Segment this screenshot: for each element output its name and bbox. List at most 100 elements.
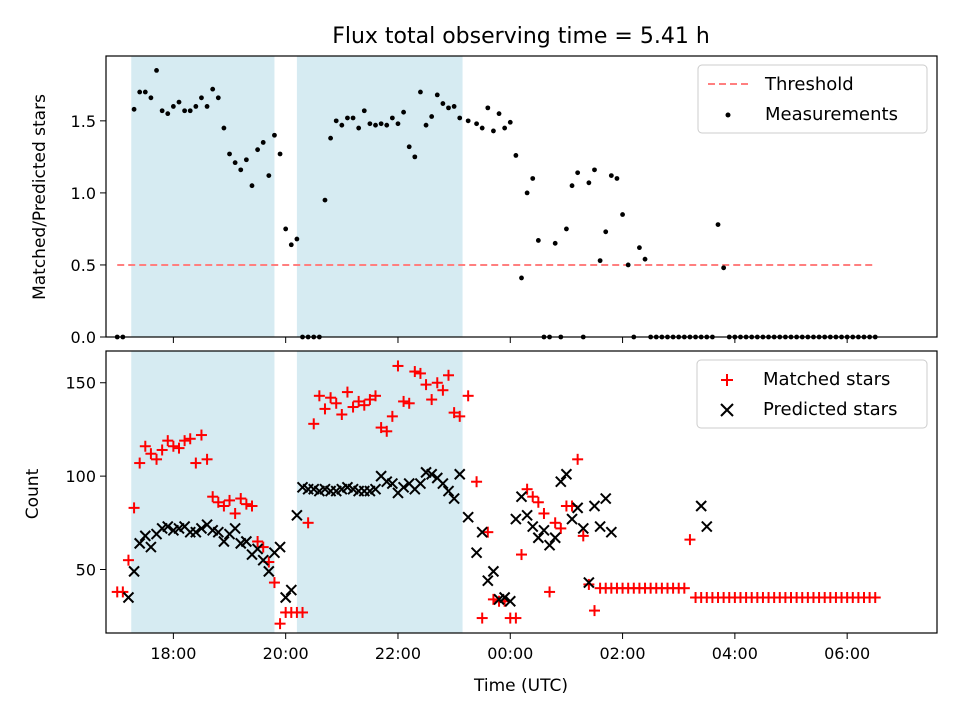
shaded-interval xyxy=(131,56,275,337)
predicted-star-point xyxy=(532,532,545,544)
measurement-point xyxy=(170,104,176,109)
bottom-y-axis-label: Count xyxy=(23,468,43,519)
measurement-point xyxy=(625,262,631,268)
measurement-point xyxy=(485,105,491,111)
matched-star-point xyxy=(117,586,129,598)
measurement-point xyxy=(232,160,238,166)
predicted-star-point xyxy=(498,591,511,604)
matched-star-point xyxy=(151,453,163,465)
matched-star-point xyxy=(134,457,146,469)
measurement-point xyxy=(608,173,614,179)
measurement-point xyxy=(277,151,283,157)
matched-star-point xyxy=(274,618,286,630)
predicted-star-point xyxy=(588,500,601,512)
predicted-star-point xyxy=(555,476,567,488)
predicted-star-point xyxy=(442,485,455,497)
matched-star-point xyxy=(347,401,359,413)
matched-star-point xyxy=(684,534,696,546)
predicted-star-point xyxy=(257,554,269,566)
predicted-star-point xyxy=(386,477,399,490)
legend-measurements-swatch xyxy=(725,112,731,118)
predicted-star-point xyxy=(397,481,410,494)
measurement-point xyxy=(389,115,395,121)
predicted-star-point xyxy=(414,477,427,490)
measurement-point xyxy=(159,108,165,114)
top-y-ticks: 0.0 0.5 1.0 1.5 xyxy=(71,112,106,347)
predicted-star-point xyxy=(487,565,500,578)
y-tick-label: 150 xyxy=(65,374,96,393)
matched-star-point xyxy=(308,418,320,430)
measurement-point xyxy=(603,229,609,235)
measurement-point xyxy=(131,106,137,112)
measurement-point xyxy=(434,92,440,98)
matched-star-point xyxy=(532,496,544,508)
predicted-star-point xyxy=(285,584,297,596)
matched-star-point xyxy=(229,507,241,519)
measurement-point xyxy=(176,99,182,105)
matched-star-point xyxy=(145,448,157,460)
measurement-point xyxy=(446,105,451,111)
matched-star-point xyxy=(381,425,393,437)
matched-star-point xyxy=(224,494,236,506)
measurement-point xyxy=(474,121,479,127)
predicted-star-point xyxy=(162,520,174,533)
predicted-star-point xyxy=(470,546,483,559)
measurement-point xyxy=(182,108,188,114)
measurement-point xyxy=(154,68,159,73)
matched-star-point xyxy=(471,476,483,488)
predicted-star-point xyxy=(454,468,466,480)
predicted-star-point xyxy=(448,492,460,505)
matched-star-point xyxy=(403,397,415,409)
measurement-point xyxy=(524,190,530,196)
matched-star-point xyxy=(212,496,224,508)
predicted-star-point xyxy=(437,477,449,490)
measurement-point xyxy=(367,121,373,127)
measurement-point xyxy=(715,222,721,228)
matched-star-point xyxy=(678,582,690,594)
measurement-point xyxy=(283,226,289,232)
measurement-point xyxy=(395,121,401,127)
predicted-star-point xyxy=(521,509,533,522)
matched-star-point xyxy=(869,592,881,604)
matched-star-point xyxy=(184,433,196,445)
matched-star-point xyxy=(167,440,179,452)
predicted-star-point xyxy=(695,500,707,512)
matched-star-point xyxy=(487,593,499,605)
legend-matched-swatch xyxy=(721,374,733,386)
matched-star-point xyxy=(572,453,584,465)
predicted-star-point xyxy=(571,502,584,514)
y-tick-label: 1.5 xyxy=(71,112,96,131)
matched-star-point xyxy=(521,483,533,495)
predicted-star-point xyxy=(139,530,152,542)
matched-star-point xyxy=(235,493,247,505)
predicted-star-point xyxy=(279,591,292,604)
predicted-star-point xyxy=(605,526,618,538)
matched-star-point xyxy=(240,498,252,510)
measurement-point xyxy=(373,122,378,128)
matched-star-point xyxy=(431,377,443,389)
predicted-star-point xyxy=(504,595,516,607)
predicted-star-point xyxy=(369,483,382,495)
measurement-point xyxy=(406,144,412,150)
predicted-star-point xyxy=(133,537,146,550)
matched-star-point xyxy=(462,390,474,402)
predicted-star-point xyxy=(549,532,561,544)
matched-star-point xyxy=(128,502,140,514)
top-legend-box xyxy=(697,64,928,134)
y-tick-label: 1.0 xyxy=(71,184,96,203)
measurement-point xyxy=(272,132,277,138)
matched-star-point xyxy=(201,453,213,465)
bottom-legend-box xyxy=(696,359,928,429)
measurement-point xyxy=(535,238,541,243)
matched-star-point xyxy=(313,390,325,402)
measurement-point xyxy=(215,95,221,101)
bottom-x-ticks: 18:00 20:00 22:00 00:00 02:00 04:00 06:00 xyxy=(150,633,870,663)
matched-star-point xyxy=(398,395,410,407)
matched-star-point xyxy=(443,369,455,381)
predicted-star-point xyxy=(701,520,713,533)
measurement-point xyxy=(564,226,569,232)
predicted-star-point xyxy=(527,520,539,533)
measurement-point xyxy=(238,167,244,173)
measurement-point xyxy=(569,183,575,189)
